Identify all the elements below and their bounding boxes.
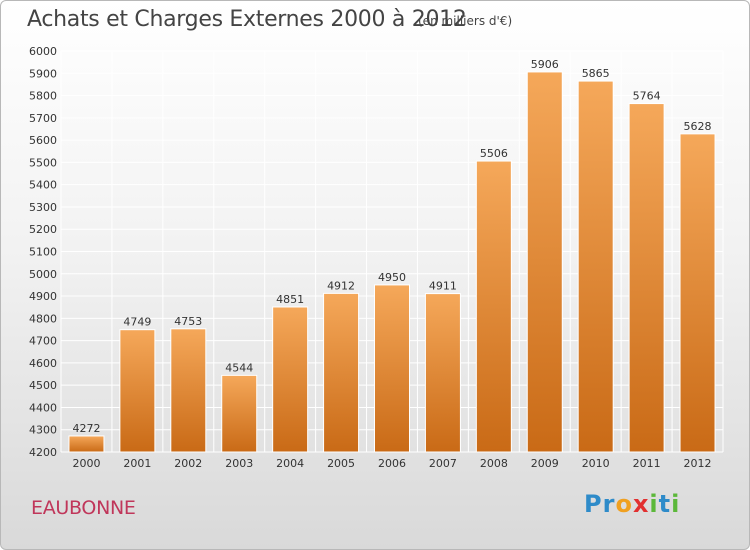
bar-2011 [628,103,665,453]
value-label-2006: 4950 [378,271,406,284]
bars [68,71,716,453]
x-tick-label-2000: 2000 [72,457,100,470]
y-tick-label: 5500 [29,156,57,169]
bar-2008 [475,160,512,453]
value-label-2012: 5628 [684,120,712,133]
y-tick-label: 4400 [29,401,57,414]
y-tick-label: 5900 [29,67,57,80]
y-tick-label: 5100 [29,246,57,259]
x-tick-label-2006: 2006 [378,457,406,470]
value-labels: 4272 4749 4753 4544 4851 4912 4950 4911 5506 5906… [72,58,711,435]
y-tick-label: 5600 [29,134,57,147]
logo-letter: i [649,490,659,518]
value-label-2011: 5764 [633,90,661,103]
value-label-2001: 4749 [123,316,151,329]
x-tick-label-2002: 2002 [174,457,202,470]
y-tick-label: 4600 [29,357,57,370]
x-tick-label-2012: 2012 [684,457,712,470]
proxiti-logo[interactable]: Proxiti [584,490,680,518]
bar-2002 [170,328,207,453]
bar-2000 [68,435,105,453]
logo-letter: r [602,490,616,518]
value-label-2007: 4911 [429,280,457,293]
value-label-2010: 5865 [582,67,610,80]
bar-2001 [119,329,156,453]
value-label-2000: 4272 [72,422,100,435]
bar-2009 [526,71,563,453]
bar-2007 [424,293,461,453]
y-tick-label: 4800 [29,312,57,325]
x-tick-label-2005: 2005 [327,457,355,470]
value-label-2003: 4544 [225,361,253,374]
x-tick-label-2001: 2001 [123,457,151,470]
y-tick-label: 5800 [29,90,57,103]
y-tick-label: 5200 [29,223,57,236]
bar-2004 [272,306,309,453]
value-label-2008: 5506 [480,147,508,160]
x-tick-label-2009: 2009 [531,457,559,470]
y-tick-label: 5300 [29,201,57,214]
x-tick-label-2010: 2010 [582,457,610,470]
x-tick-label-2008: 2008 [480,457,508,470]
y-tick-labels: 4200 4300 4400 4500 4600 4700 4800 4900 5000 5100… [29,45,57,459]
x-tick-label-2007: 2007 [429,457,457,470]
x-tick-label-2011: 2011 [633,457,661,470]
chart-subtitle: (en milliers d'€) [418,14,513,28]
value-label-2004: 4851 [276,293,304,306]
y-tick-label: 5400 [29,179,57,192]
bar-2010 [577,80,614,453]
bar-2012 [679,133,716,453]
value-label-2005: 4912 [327,279,355,292]
x-tick-label-2004: 2004 [276,457,304,470]
y-tick-label: 4500 [29,379,57,392]
y-tick-label: 4300 [29,424,57,437]
logo-letter: o [615,490,633,518]
y-tick-label: 4200 [29,446,57,459]
logo-letter: i [671,490,681,518]
value-label-2009: 5906 [531,58,559,71]
y-tick-label: 4700 [29,335,57,348]
bar-2003 [221,374,258,453]
bar-2005 [323,292,360,453]
logo-letter: x [632,490,650,518]
bar-2006 [374,284,410,453]
y-tick-label: 5700 [29,112,57,125]
value-label-2002: 4753 [174,315,202,328]
y-tick-label: 6000 [29,45,57,58]
x-tick-labels: 2000 2001 2002 2003 2004 2005 2006 2007 2008 2009… [72,457,711,470]
chart-title: Achats et Charges Externes 2000 à 2012 [27,7,467,32]
x-tick-label-2003: 2003 [225,457,253,470]
y-tick-label: 4900 [29,290,57,303]
logo-letter: P [584,490,603,518]
logo-letter: t [658,490,672,518]
city-name: EAUBONNE [31,497,136,519]
y-tick-label: 5000 [29,268,57,281]
